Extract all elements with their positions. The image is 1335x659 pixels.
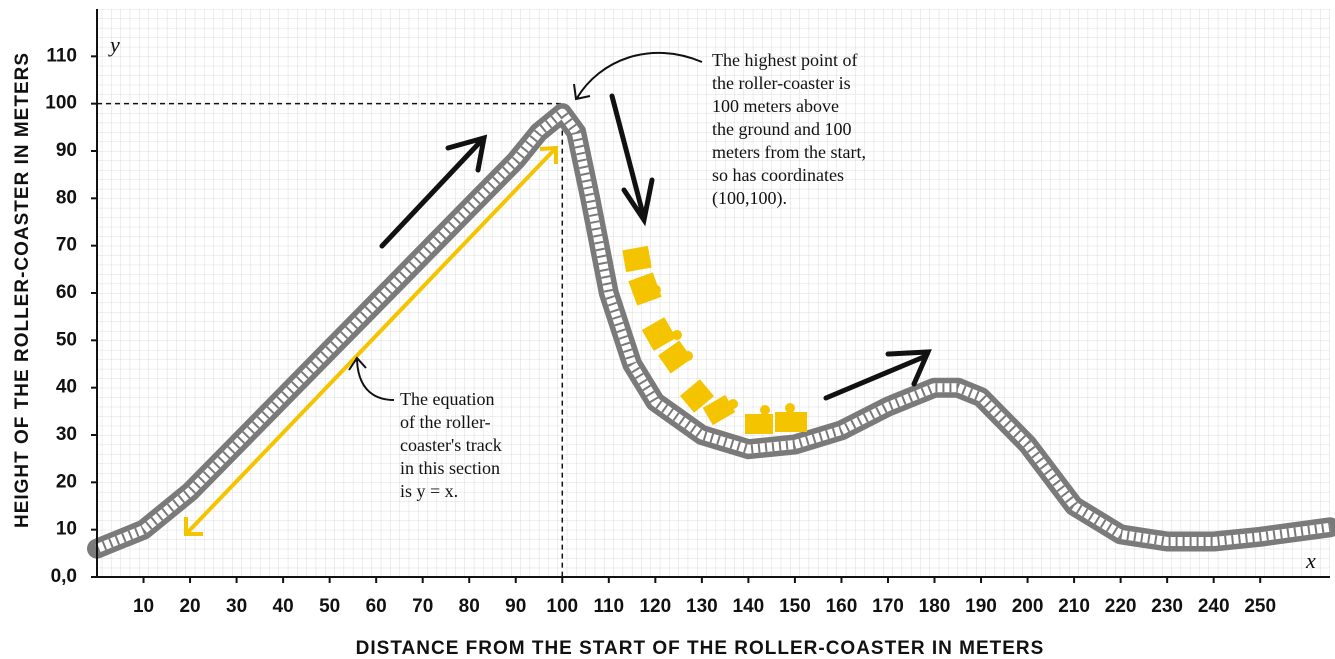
rider bbox=[760, 405, 770, 415]
x-axis-title: DISTANCE FROM THE START OF THE ROLLER-CO… bbox=[356, 638, 1045, 659]
annotation-line: coaster's track bbox=[400, 435, 502, 455]
yellow-line bbox=[186, 148, 556, 534]
pointer bbox=[348, 356, 395, 401]
arrow bbox=[379, 134, 488, 249]
x-tick-label: 110 bbox=[593, 596, 624, 617]
y-axis-title: HEIGHT OF THE ROLLER-COASTER IN METERS bbox=[12, 52, 33, 528]
annotation-line: of the roller- bbox=[400, 412, 491, 432]
direction-arrows bbox=[379, 93, 932, 401]
y-tick-label: 50 bbox=[56, 329, 77, 350]
y-tick-label: 10 bbox=[56, 519, 77, 540]
rider bbox=[672, 330, 682, 340]
train-car bbox=[628, 272, 662, 306]
y-tick-label: 40 bbox=[56, 377, 77, 398]
annotation-line: (100,100). bbox=[712, 188, 787, 209]
x-axis-letter: x bbox=[1305, 548, 1316, 573]
rider bbox=[785, 403, 795, 413]
guides bbox=[97, 102, 564, 577]
x-tick-label: 10 bbox=[133, 596, 154, 617]
train-car bbox=[641, 317, 677, 351]
annotation-line: meters from the start, bbox=[712, 142, 866, 162]
y-tick-label: 0,0 bbox=[51, 566, 77, 587]
y-axis-letter: y bbox=[108, 32, 120, 57]
annotation-pointers bbox=[348, 51, 703, 401]
yellow-arrowhead bbox=[539, 145, 558, 164]
annotation-line: so has coordinates bbox=[712, 165, 844, 185]
x-tick-label: 190 bbox=[965, 596, 997, 617]
x-tick-label: 60 bbox=[366, 596, 387, 617]
annotation-line: in this section bbox=[400, 458, 500, 478]
x-tick-label: 150 bbox=[779, 596, 811, 617]
x-tick-label: 200 bbox=[1012, 596, 1044, 617]
x-tick-label: 180 bbox=[919, 596, 951, 617]
train-car bbox=[775, 412, 807, 432]
y-tick-label: 90 bbox=[56, 140, 77, 161]
annotation-line: 100 meters above bbox=[712, 96, 839, 116]
grid-background bbox=[97, 9, 1330, 577]
train-car bbox=[745, 414, 773, 434]
x-tick-label: 70 bbox=[412, 596, 433, 617]
x-tick-label: 250 bbox=[1244, 596, 1276, 617]
annotations: The highest point of the roller-coaster i… bbox=[400, 50, 866, 501]
y-tick-label: 110 bbox=[46, 45, 77, 66]
pointer bbox=[573, 51, 703, 101]
x-tick-label: 160 bbox=[826, 596, 858, 617]
y-tick-label: 30 bbox=[56, 424, 77, 445]
x-tick-label: 50 bbox=[319, 596, 340, 617]
x-tick-label: 220 bbox=[1105, 596, 1137, 617]
annotation-line: The highest point of bbox=[712, 50, 857, 70]
train-car bbox=[679, 379, 715, 413]
x-tick-label: 130 bbox=[686, 596, 718, 617]
annotation-line: the roller-coaster is bbox=[712, 73, 851, 93]
rider bbox=[683, 351, 693, 361]
x-tick-label: 30 bbox=[226, 596, 247, 617]
x-tick-label: 40 bbox=[273, 596, 294, 617]
x-tick-label: 100 bbox=[546, 596, 578, 617]
train-car bbox=[658, 340, 692, 374]
x-tick-label: 240 bbox=[1198, 596, 1230, 617]
train-car bbox=[622, 245, 652, 273]
train-car bbox=[702, 394, 736, 426]
ticks: 10 20 30 40 50 60 70 80 90 100 110 120 130 140 150 160 1… bbox=[45, 45, 1276, 617]
rider bbox=[651, 285, 661, 295]
x-tick-label: 140 bbox=[733, 596, 765, 617]
arrow bbox=[823, 349, 932, 401]
yellow-arrowhead bbox=[184, 517, 203, 536]
y-tick-label: 80 bbox=[56, 187, 77, 208]
x-tick-label: 120 bbox=[639, 596, 671, 617]
train bbox=[622, 245, 807, 434]
x-tick-label: 20 bbox=[179, 596, 200, 617]
y-tick-label: 20 bbox=[56, 471, 77, 492]
x-tick-label: 210 bbox=[1058, 596, 1090, 617]
x-tick-label: 90 bbox=[505, 596, 526, 617]
annotation-line: is y = x. bbox=[400, 481, 458, 501]
track bbox=[87, 103, 1335, 559]
arrow bbox=[609, 93, 655, 227]
y-tick-label: 70 bbox=[56, 235, 77, 256]
y-tick-label: 60 bbox=[56, 282, 77, 303]
y-tick-label: 100 bbox=[45, 93, 77, 114]
annotation-line: the ground and 100 bbox=[712, 119, 851, 139]
x-tick-label: 80 bbox=[459, 596, 480, 617]
annotation-line: The equation bbox=[400, 389, 494, 409]
x-tick-label: 230 bbox=[1151, 596, 1183, 617]
track-gap bbox=[95, 108, 1331, 553]
x-tick-label: 170 bbox=[872, 596, 904, 617]
equation-line bbox=[184, 145, 558, 536]
rider bbox=[728, 399, 738, 409]
